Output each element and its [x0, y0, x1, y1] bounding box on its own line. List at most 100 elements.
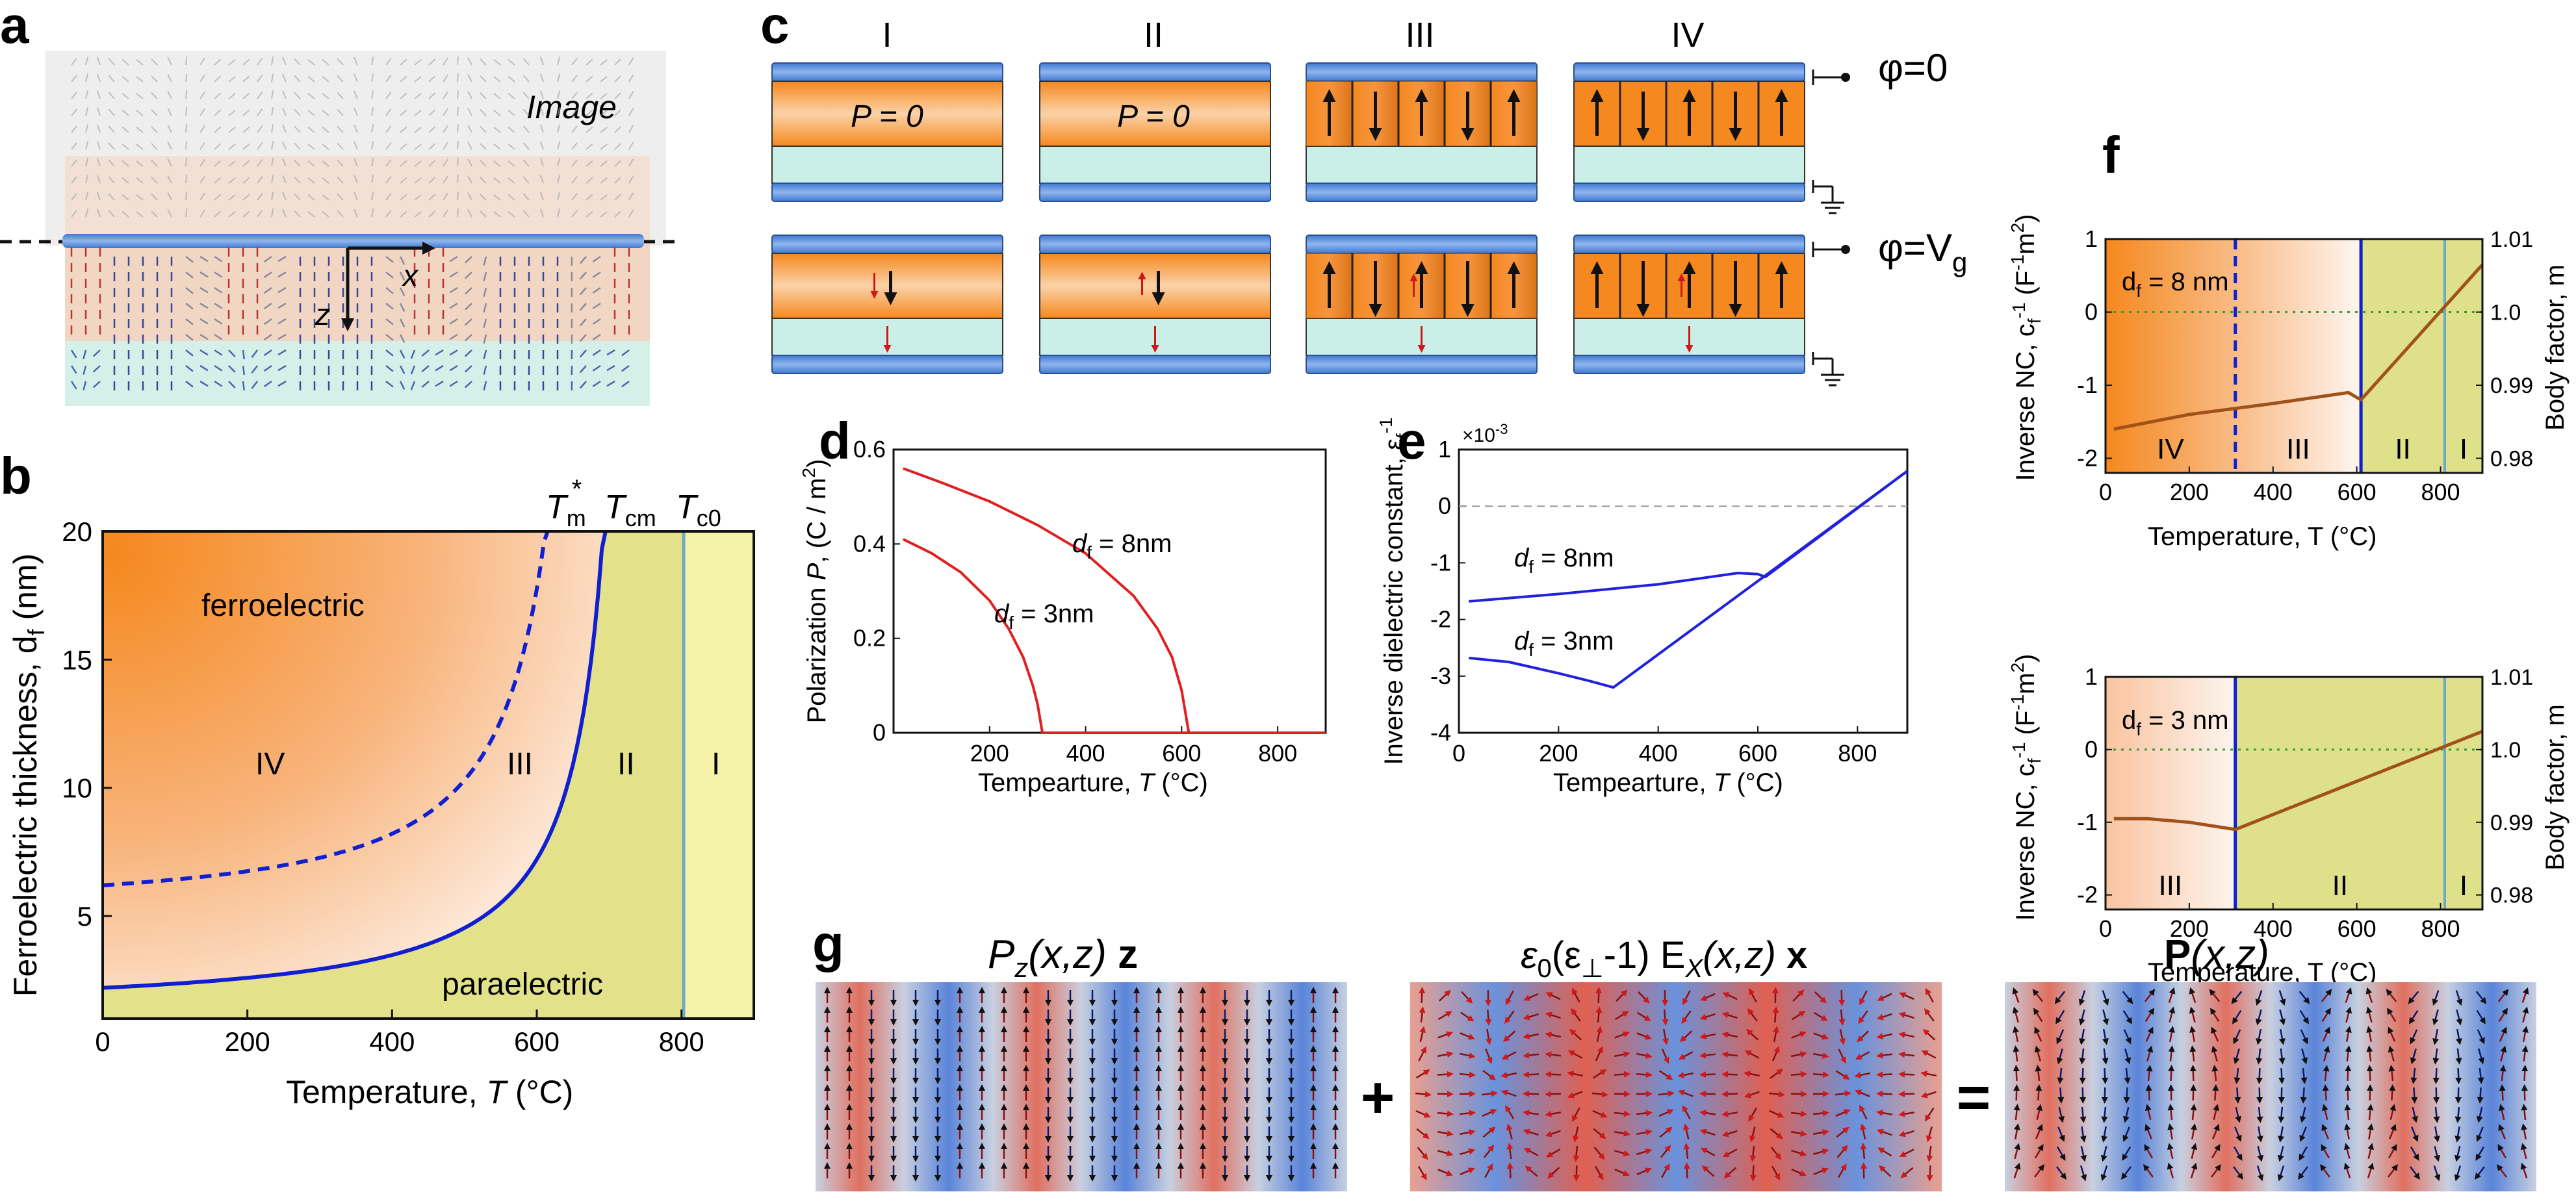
- top-electrode: [1306, 235, 1538, 254]
- vector-arrow: [1460, 1148, 1476, 1156]
- panel-e: e ×10-3 0 200 400 600 800 1 0 -1 -2 -3 -4 df = 8nm…: [1376, 412, 1909, 797]
- plot-frame-b: [101, 530, 755, 1020]
- field-vector: [592, 271, 601, 278]
- image-field-vector: [467, 124, 472, 133]
- vector-arrow: [2013, 1123, 2020, 1140]
- y-tick-label-e: -2: [1430, 606, 1451, 633]
- vector-arrow: [1791, 1010, 1806, 1021]
- vector-arrow: [1860, 1143, 1867, 1160]
- axis-ticks-e: 0 200 400 600 800 1 0 -1 -2 -3 -4: [1430, 436, 1877, 767]
- image-field-vector: [85, 73, 89, 83]
- vector-arrow: [2079, 1048, 2086, 1065]
- vector-arrow: [2343, 1143, 2351, 1160]
- vector-arrow: [1593, 1147, 1605, 1160]
- vector-arrow: [1419, 987, 1426, 1004]
- vector-arrow: [2366, 1026, 2373, 1043]
- field-vector: [579, 349, 587, 358]
- field-vector: [214, 364, 223, 372]
- image-field-vector: [400, 75, 407, 83]
- vector-arrow: [1898, 1032, 1915, 1038]
- field-vector: [592, 349, 601, 356]
- image-field-vector: [96, 175, 101, 184]
- image-field-vector: [242, 58, 250, 66]
- image-field-vector: [185, 157, 188, 167]
- image-field-vector: [385, 74, 392, 83]
- image-field-vector: [214, 177, 222, 184]
- image-field-vector: [467, 141, 472, 150]
- vector-arrow: [1926, 1165, 1933, 1182]
- vector-arrow: [1591, 1091, 1608, 1098]
- vector-arrow: [1920, 1071, 1937, 1077]
- region-label: II: [2332, 870, 2348, 902]
- ferroelectric-shading: [2106, 239, 2362, 473]
- image-field-vector: [257, 209, 263, 218]
- vector-arrow: [1699, 1110, 1716, 1117]
- vector-arrow: [2432, 1067, 2440, 1084]
- image-field-vector: [628, 57, 634, 66]
- field-vector: [185, 287, 194, 294]
- image-field-vector: [271, 107, 274, 116]
- image-field-vector: [457, 90, 459, 99]
- vector-arrow: [2233, 1146, 2243, 1161]
- tm-star-label: Tm*: [546, 475, 586, 531]
- vector-arrow: [2321, 989, 2332, 1002]
- image-field-vector: [443, 209, 448, 218]
- vector-arrow: [2297, 1166, 2309, 1180]
- vector-arrow: [2475, 1166, 2485, 1180]
- vector-arrow: [1636, 1148, 1653, 1155]
- vector-arrow: [1678, 1051, 1694, 1060]
- vector-arrow: [2389, 1104, 2397, 1121]
- field-vector: [399, 256, 406, 266]
- vector-arrow: [2410, 1048, 2417, 1065]
- x-tick-label-d: 600: [1162, 740, 1201, 767]
- tcm-label: Tcm: [604, 489, 656, 531]
- image-field-vector: [122, 75, 129, 83]
- vector-arrow: [1614, 1150, 1630, 1157]
- vector-arrow: [2366, 1065, 2373, 1082]
- image-field-vector: [307, 194, 315, 201]
- image-field-vector: [337, 108, 344, 116]
- vector-arrow: [2410, 1146, 2419, 1161]
- image-field-vector: [539, 90, 544, 99]
- vector-arrow: [2319, 1164, 2331, 1178]
- vector-arrow: [1699, 1033, 1716, 1039]
- vector-arrow: [1659, 1070, 1673, 1080]
- vector-arrow: [2233, 1029, 2241, 1045]
- vector-arrow: [2167, 1084, 2174, 1101]
- image-field-vector: [228, 76, 236, 83]
- vector-arrow: [1859, 1104, 1868, 1120]
- vector-arrow: [2412, 1106, 2419, 1123]
- vector-arrow: [1876, 1071, 1893, 1078]
- image-field-vector: [108, 176, 115, 184]
- image-field-vector: [586, 126, 593, 133]
- vector-arrow: [2013, 1104, 2020, 1121]
- image-field-vector: [508, 177, 515, 184]
- field-vector: [464, 256, 472, 264]
- image-field-vector: [185, 56, 188, 66]
- vector-arrow: [1747, 1008, 1758, 1022]
- vector-arrow: [2476, 1106, 2483, 1123]
- image-field-vector: [600, 76, 608, 83]
- y-tick-label-d: 0.2: [853, 625, 886, 652]
- image-field-vector: [428, 126, 436, 133]
- gate-electrode: [62, 234, 644, 248]
- x-tick-label: 200: [2170, 915, 2209, 942]
- vector-arrow: [1898, 1091, 1915, 1098]
- image-field-vector: [457, 191, 459, 201]
- y2-tick-label: 1.01: [2490, 665, 2533, 690]
- image-field-vector: [322, 194, 329, 201]
- vector-arrow: [2498, 1008, 2508, 1023]
- image-field-vector: [214, 194, 222, 201]
- vector-arrow: [2433, 1106, 2440, 1123]
- image-field-vector: [307, 210, 315, 218]
- field-vector: [435, 364, 444, 372]
- image-field-vector: [414, 110, 422, 116]
- vector-arrow: [1506, 1162, 1513, 1179]
- vector-arrow: [1700, 993, 1716, 1001]
- vector-arrow: [2100, 1145, 2107, 1162]
- paraelectric-shading: [2361, 239, 2445, 473]
- label-d3-d: df = 3nm: [994, 600, 1094, 633]
- field-vector: [464, 318, 472, 326]
- vector-arrow: [1835, 1109, 1851, 1117]
- vector-arrow: [2409, 1010, 2419, 1024]
